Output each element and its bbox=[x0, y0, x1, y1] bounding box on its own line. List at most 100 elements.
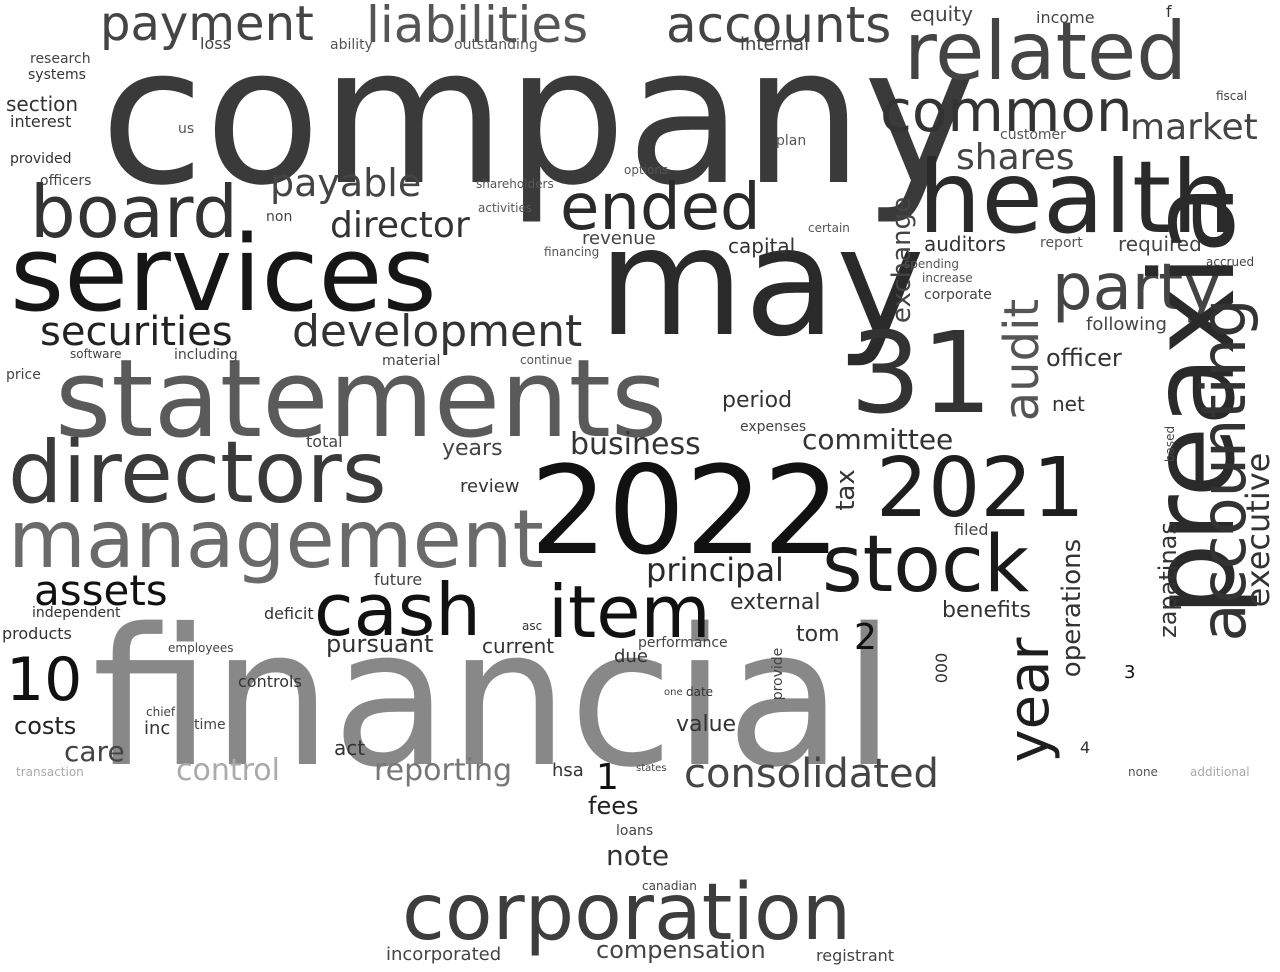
cloud-word: board bbox=[30, 170, 238, 254]
cloud-word: states bbox=[636, 763, 667, 774]
cloud-word: ability bbox=[330, 37, 373, 53]
cloud-word: shares bbox=[956, 137, 1075, 178]
cloud-word: securities bbox=[40, 309, 233, 355]
cloud-word: corporate bbox=[924, 287, 992, 303]
cloud-word: financing bbox=[544, 245, 600, 259]
cloud-word: consolidated bbox=[684, 751, 939, 797]
cloud-word: management bbox=[8, 493, 544, 586]
cloud-word: incorporated bbox=[386, 944, 502, 965]
cloud-word: directors bbox=[8, 423, 387, 523]
cloud-word: controls bbox=[238, 672, 302, 691]
cloud-word: customer bbox=[1000, 127, 1066, 143]
cloud-word: future bbox=[374, 570, 423, 589]
cloud-word: principal bbox=[646, 551, 784, 589]
cloud-word: total bbox=[306, 432, 343, 451]
cloud-word: act bbox=[334, 736, 366, 760]
cloud-word: reporting bbox=[374, 753, 513, 788]
cloud-word: expenses bbox=[740, 419, 807, 435]
cloud-word: payable bbox=[270, 161, 422, 205]
cloud-word: revenue bbox=[582, 228, 656, 249]
cloud-word: tax bbox=[831, 469, 861, 511]
cloud-word: payment bbox=[100, 0, 314, 52]
cloud-word: independent bbox=[32, 605, 121, 621]
cloud-word: 2 bbox=[854, 617, 877, 658]
cloud-word: development bbox=[292, 306, 583, 357]
cloud-word: benefits bbox=[942, 598, 1031, 623]
cloud-word: activities bbox=[478, 201, 533, 215]
cloud-word: 3 bbox=[1124, 662, 1136, 683]
cloud-word: capital bbox=[728, 234, 796, 258]
cloud-word: officer bbox=[1046, 344, 1122, 372]
cloud-word: income bbox=[1036, 8, 1095, 27]
cloud-word: auditors bbox=[924, 232, 1006, 256]
cloud-word: loans bbox=[616, 823, 654, 839]
cloud-word: care bbox=[64, 735, 125, 768]
cloud-word: fees bbox=[588, 792, 639, 820]
cloud-word: transaction bbox=[16, 765, 84, 779]
cloud-word: required bbox=[1118, 232, 1202, 256]
cloud-word: officers bbox=[40, 173, 92, 189]
cloud-word: 31 bbox=[850, 309, 993, 439]
cloud-word: external bbox=[730, 590, 821, 615]
cloud-word: executive bbox=[1239, 452, 1277, 608]
cloud-word: due bbox=[614, 646, 648, 667]
cloud-word: 1 bbox=[596, 757, 619, 798]
cloud-word: software bbox=[70, 347, 122, 361]
cloud-word: time bbox=[194, 717, 226, 733]
cloud-word: financial bbox=[92, 588, 896, 809]
cloud-word: ended bbox=[560, 171, 761, 245]
cloud-word: increase bbox=[922, 271, 973, 285]
cloud-word: liabilities bbox=[366, 0, 589, 54]
cloud-word: zapatinas bbox=[1154, 522, 1182, 638]
cloud-word: pursuant bbox=[326, 630, 434, 658]
cloud-word: 2022 bbox=[530, 440, 841, 582]
cloud-word: common bbox=[880, 77, 1133, 145]
cloud-word: may bbox=[598, 196, 925, 370]
cloud-word: continue bbox=[520, 353, 573, 367]
cloud-word: accounts bbox=[666, 0, 892, 54]
cloud-word: deficit bbox=[264, 604, 314, 623]
cloud-word: costs bbox=[14, 712, 77, 740]
cloud-word: 4 bbox=[1080, 738, 1091, 757]
cloud-word: outstanding bbox=[454, 37, 538, 53]
cloud-word: 2021 bbox=[876, 441, 1085, 536]
cloud-word: products bbox=[2, 624, 72, 643]
cloud-word: market bbox=[1130, 107, 1258, 148]
cloud-word: stock bbox=[822, 520, 1029, 610]
cloud-word: price bbox=[6, 367, 41, 383]
cloud-word: statements bbox=[55, 337, 668, 462]
cloud-word: filed bbox=[954, 520, 989, 539]
cloud-word: note bbox=[606, 839, 670, 872]
cloud-word: us bbox=[178, 121, 195, 137]
cloud-word: provide bbox=[770, 647, 786, 701]
cloud-word: chief bbox=[146, 705, 176, 719]
cloud-word: item bbox=[548, 570, 711, 654]
cloud-word: services bbox=[10, 213, 437, 335]
cloud-word: spending bbox=[904, 257, 960, 271]
cloud-word: committee bbox=[802, 423, 954, 456]
cloud-word: including bbox=[174, 347, 238, 363]
cloud-word: 10 bbox=[6, 645, 83, 715]
cloud-word: exchange bbox=[887, 196, 917, 324]
cloud-word: based bbox=[1163, 425, 1177, 463]
cloud-word: corporation bbox=[402, 868, 852, 958]
cloud-word: performance bbox=[638, 635, 728, 651]
cloud-word: following bbox=[1086, 314, 1167, 335]
cloud-word: systems bbox=[28, 67, 86, 83]
cloud-word: loss bbox=[200, 34, 231, 53]
cloud-word: director bbox=[330, 205, 470, 246]
cloud-word: options bbox=[624, 163, 669, 177]
cloud-word: review bbox=[460, 476, 520, 497]
cloud-word: one bbox=[664, 687, 683, 698]
cloud-word: section bbox=[6, 92, 79, 116]
cloud-word: plan bbox=[776, 133, 807, 149]
cloud-word: date bbox=[686, 685, 714, 699]
cloud-word: related bbox=[904, 5, 1187, 98]
cloud-word: canadian bbox=[642, 879, 697, 893]
cloud-word: value bbox=[676, 712, 737, 737]
cloud-word: control bbox=[176, 753, 280, 788]
cloud-word: shareholders bbox=[476, 177, 554, 191]
cloud-word: asc bbox=[522, 619, 543, 633]
cloud-word: party bbox=[1052, 251, 1222, 325]
